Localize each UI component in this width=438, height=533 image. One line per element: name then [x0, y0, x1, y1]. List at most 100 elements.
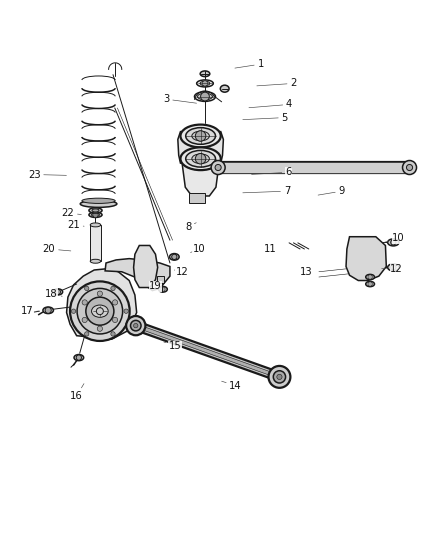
Circle shape: [71, 309, 76, 313]
Circle shape: [85, 286, 89, 290]
Circle shape: [55, 289, 60, 295]
Ellipse shape: [200, 81, 210, 86]
Ellipse shape: [82, 198, 115, 204]
Ellipse shape: [90, 259, 101, 263]
Ellipse shape: [53, 289, 63, 295]
Text: 11: 11: [264, 244, 277, 254]
Circle shape: [403, 160, 417, 174]
Circle shape: [131, 320, 141, 331]
Circle shape: [82, 317, 87, 322]
Circle shape: [273, 371, 286, 383]
Circle shape: [134, 324, 138, 328]
Polygon shape: [134, 321, 281, 381]
Text: 2: 2: [257, 78, 297, 88]
Ellipse shape: [220, 85, 229, 92]
Circle shape: [368, 282, 372, 286]
Circle shape: [172, 254, 177, 260]
Ellipse shape: [186, 150, 215, 167]
Circle shape: [268, 366, 290, 388]
Circle shape: [113, 300, 118, 305]
Ellipse shape: [180, 147, 221, 170]
Text: 10: 10: [191, 244, 205, 254]
Ellipse shape: [43, 307, 53, 313]
Ellipse shape: [388, 264, 399, 271]
Circle shape: [97, 326, 102, 332]
Polygon shape: [134, 246, 158, 287]
Ellipse shape: [366, 274, 374, 280]
Ellipse shape: [198, 93, 212, 100]
Ellipse shape: [89, 212, 102, 217]
Text: 1: 1: [235, 59, 264, 69]
Circle shape: [195, 131, 206, 141]
Ellipse shape: [197, 80, 213, 87]
Text: 4: 4: [249, 100, 292, 109]
Text: 6: 6: [251, 167, 291, 177]
Ellipse shape: [159, 286, 167, 292]
Circle shape: [215, 165, 221, 171]
Polygon shape: [105, 259, 170, 290]
Text: 17: 17: [21, 306, 39, 316]
Circle shape: [113, 317, 118, 322]
Ellipse shape: [92, 305, 108, 317]
Text: 12: 12: [381, 264, 403, 273]
Text: 22: 22: [61, 208, 81, 218]
Polygon shape: [178, 132, 223, 163]
Circle shape: [82, 300, 87, 305]
Polygon shape: [346, 237, 386, 280]
Text: 16: 16: [70, 384, 84, 401]
Circle shape: [45, 307, 51, 313]
Ellipse shape: [92, 209, 99, 212]
Ellipse shape: [80, 200, 117, 207]
Circle shape: [126, 316, 145, 335]
Text: 7: 7: [243, 186, 290, 196]
Ellipse shape: [170, 254, 179, 260]
Polygon shape: [218, 162, 410, 173]
Ellipse shape: [200, 71, 210, 77]
Text: 20: 20: [43, 244, 71, 254]
Polygon shape: [189, 193, 205, 204]
Circle shape: [124, 309, 128, 313]
Ellipse shape: [194, 92, 215, 101]
Circle shape: [97, 291, 102, 296]
Circle shape: [111, 286, 115, 290]
Text: 12: 12: [174, 266, 188, 277]
Ellipse shape: [180, 125, 221, 147]
Circle shape: [96, 308, 103, 314]
Polygon shape: [90, 225, 101, 261]
Circle shape: [201, 92, 209, 101]
Circle shape: [70, 281, 130, 341]
Polygon shape: [135, 324, 280, 378]
Text: 8: 8: [185, 222, 196, 232]
Circle shape: [368, 275, 372, 279]
Text: 3: 3: [163, 94, 197, 104]
Ellipse shape: [388, 239, 399, 246]
Text: 23: 23: [28, 169, 67, 180]
Text: 5: 5: [243, 112, 288, 123]
Ellipse shape: [186, 128, 215, 144]
Circle shape: [93, 212, 98, 217]
Circle shape: [85, 332, 89, 336]
Text: 21: 21: [67, 220, 84, 230]
Ellipse shape: [366, 281, 374, 287]
Text: 18: 18: [46, 289, 62, 298]
Ellipse shape: [89, 208, 102, 213]
Circle shape: [211, 160, 225, 174]
Ellipse shape: [192, 131, 209, 141]
Circle shape: [391, 240, 396, 245]
Polygon shape: [67, 269, 137, 339]
Text: 9: 9: [318, 186, 345, 196]
Circle shape: [406, 165, 413, 171]
Circle shape: [77, 288, 123, 334]
Text: 15: 15: [164, 341, 182, 351]
Polygon shape: [157, 276, 164, 283]
Ellipse shape: [192, 154, 209, 164]
Polygon shape: [182, 164, 219, 196]
Circle shape: [195, 154, 206, 164]
Circle shape: [161, 287, 165, 292]
Ellipse shape: [92, 213, 99, 216]
Text: 19: 19: [149, 281, 162, 291]
Text: 14: 14: [222, 381, 242, 391]
Ellipse shape: [90, 223, 101, 227]
Circle shape: [391, 265, 396, 270]
Ellipse shape: [74, 354, 84, 361]
